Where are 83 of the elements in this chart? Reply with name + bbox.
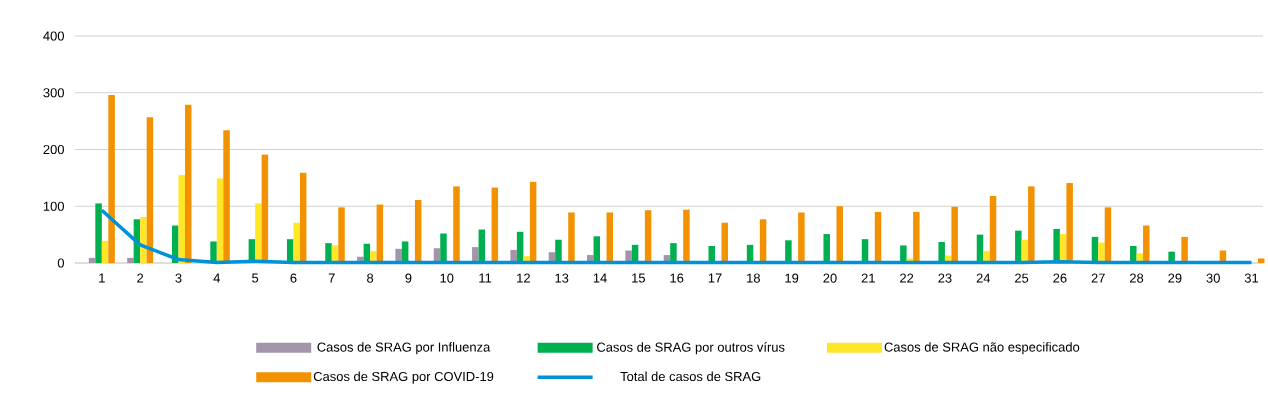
bar [95, 203, 102, 263]
x-tick-label: 16 [670, 273, 684, 283]
bar [1181, 236, 1188, 263]
x-tick-label: 1 [99, 273, 105, 283]
x-tick-label: 4 [213, 273, 221, 283]
x-tick-label: 23 [938, 273, 952, 283]
x-tick-label: 27 [1091, 273, 1105, 283]
bar [88, 257, 96, 263]
x-tick-label: 26 [1053, 273, 1067, 283]
bar [440, 233, 447, 263]
bar [178, 175, 185, 263]
bar [255, 203, 262, 263]
legend-label: Casos de SRAG por COVID-19 [313, 371, 494, 384]
bar [836, 206, 843, 263]
bar [989, 196, 997, 263]
bar [338, 207, 345, 263]
bar [555, 239, 562, 263]
bar [606, 212, 614, 263]
x-tick-label: 2 [137, 273, 144, 283]
bar [108, 95, 115, 263]
x-tick-label: 5 [252, 273, 259, 283]
bar [453, 186, 460, 263]
y-tick-label: 300 [43, 88, 64, 98]
x-tick-label: 22 [900, 273, 914, 283]
x-tick-label: 14 [593, 273, 607, 283]
bar [683, 209, 690, 263]
bar [216, 178, 224, 263]
x-tick-label: 19 [785, 273, 799, 283]
bar [823, 234, 830, 263]
bar [568, 212, 575, 263]
bar [785, 240, 792, 263]
bar [1053, 228, 1060, 263]
legend-label: Total de casos de SRAG [620, 371, 761, 382]
y-tick-label: 200 [43, 144, 64, 155]
bar [670, 243, 677, 263]
x-tick-label: 8 [367, 273, 374, 283]
x-tick-label: 11 [479, 273, 492, 283]
bar [798, 212, 805, 263]
legend-label: Casos de SRAG por Influenza [317, 342, 491, 355]
bar [146, 117, 154, 263]
x-tick-label: 13 [555, 273, 569, 283]
bar [101, 240, 109, 263]
x-tick-label: 9 [405, 273, 412, 283]
y-tick-label: 0 [57, 258, 64, 268]
x-tick-label: 30 [1206, 273, 1220, 283]
bar [293, 222, 300, 263]
bar [140, 217, 147, 263]
legend-label: Casos de SRAG não especificado [884, 342, 1080, 355]
x-tick-label: 7 [328, 273, 335, 283]
x-tick-label: 6 [290, 273, 297, 283]
x-tick-label: 17 [708, 273, 722, 283]
bar [913, 211, 920, 263]
bar [938, 242, 945, 263]
bar [1028, 186, 1035, 263]
bar [299, 172, 307, 263]
bar [1066, 182, 1073, 263]
x-tick-label: 15 [632, 273, 645, 283]
x-tick-label: 24 [976, 273, 991, 283]
bar [1015, 230, 1022, 263]
x-tick-label: 31 [1244, 273, 1259, 283]
bar [325, 243, 332, 263]
y-tick-label: 400 [43, 31, 64, 41]
x-tick-label: 21 [861, 273, 875, 283]
bar [1104, 207, 1112, 263]
bar [127, 257, 134, 263]
bar [951, 206, 958, 263]
legend-label: Casos de SRAG por outros vírus [597, 342, 785, 355]
x-tick-label: 3 [175, 273, 182, 283]
bar [1098, 242, 1105, 263]
bar [721, 222, 728, 263]
x-tick-label: 25 [1015, 273, 1029, 283]
x-tick-label: 12 [517, 273, 530, 283]
bar [184, 104, 192, 263]
x-tick-label: 28 [1130, 273, 1144, 283]
bar [1258, 258, 1265, 263]
x-tick-label: 18 [747, 273, 760, 283]
bar [529, 181, 537, 263]
x-tick-label: 20 [823, 273, 837, 283]
x-tick-label: 29 [1168, 273, 1182, 283]
y-tick-label: 100 [43, 201, 64, 211]
bar [223, 130, 230, 263]
bar [1143, 225, 1150, 263]
x-tick-label: 10 [440, 273, 454, 283]
